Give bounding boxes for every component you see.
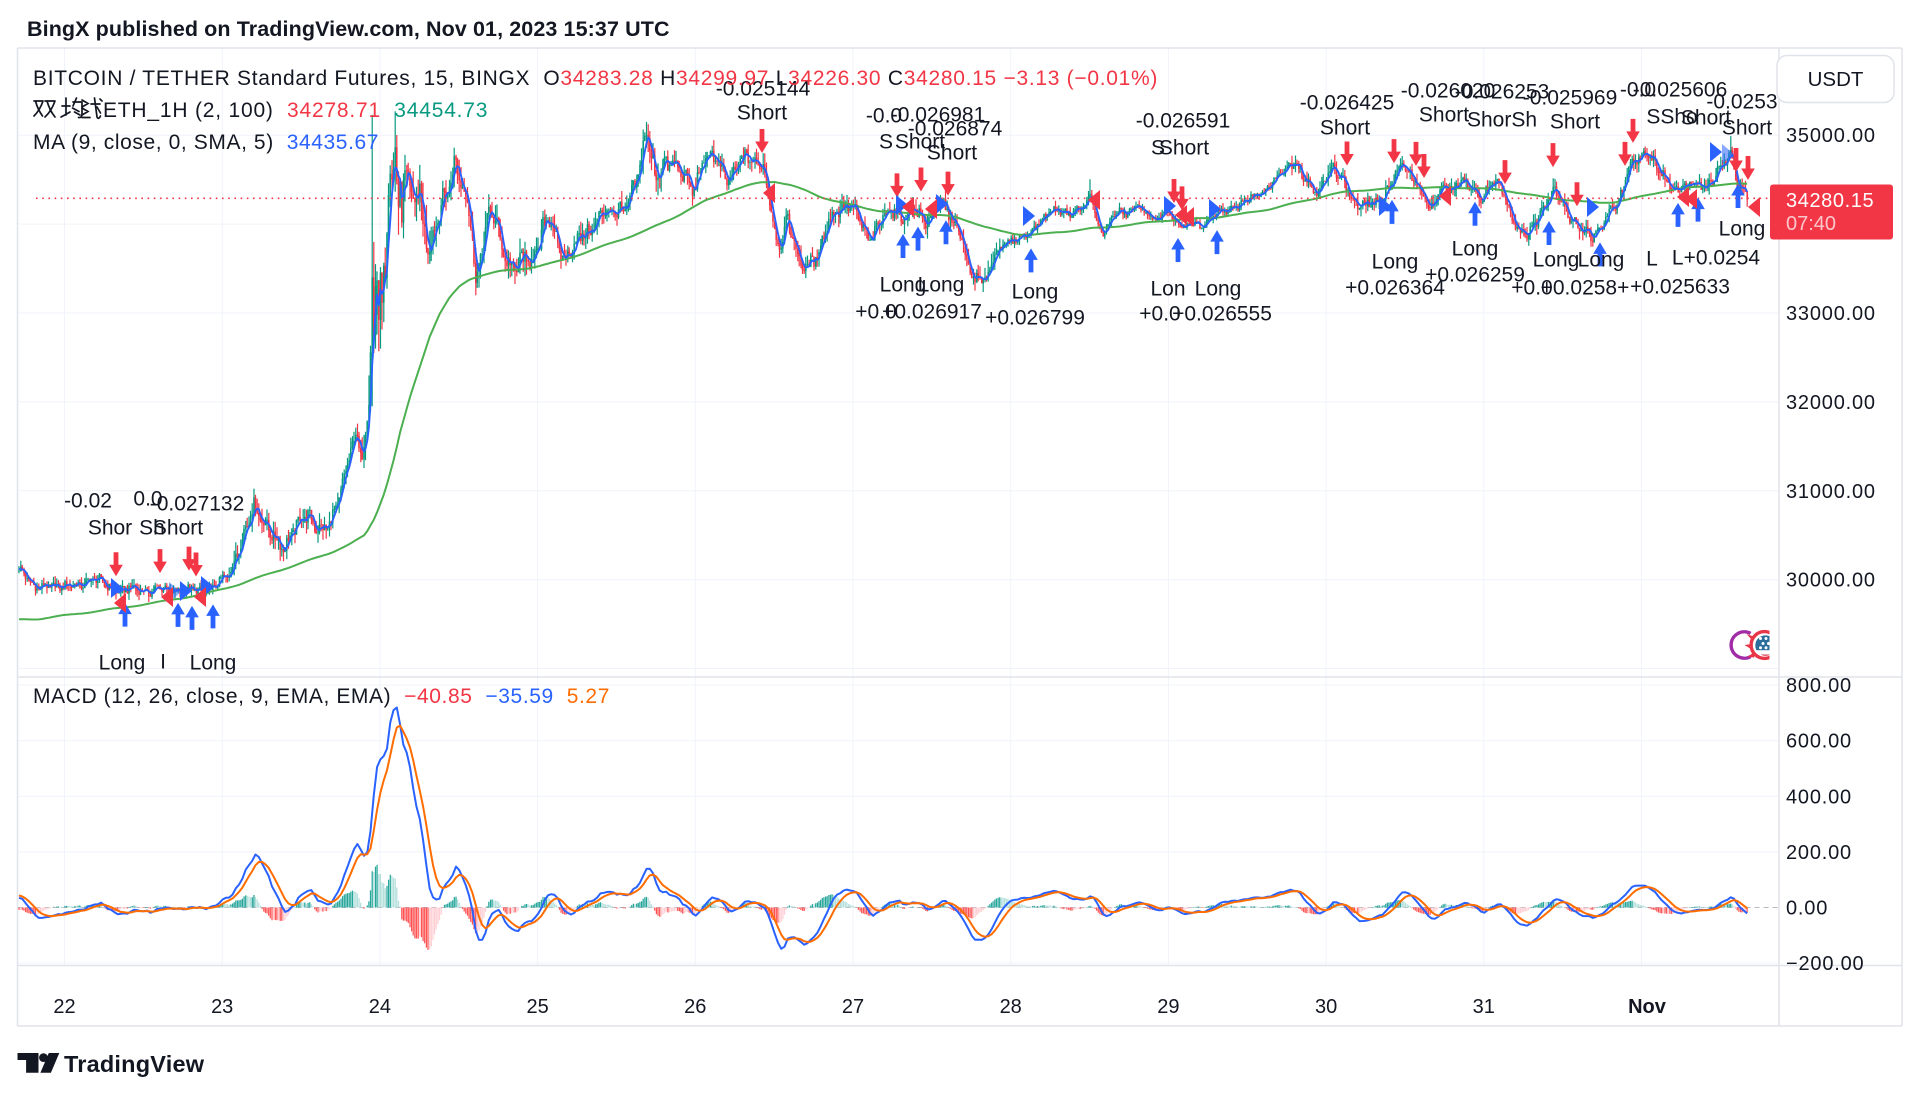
svg-text:SSho: SSho — [1646, 106, 1697, 129]
svg-text:USDT: USDT — [1808, 68, 1864, 91]
svg-text:BingX published on TradingView: BingX published on TradingView.com, Nov … — [27, 17, 670, 41]
svg-text:Long: Long — [1719, 218, 1766, 241]
svg-text:30000.00: 30000.00 — [1786, 570, 1876, 592]
svg-text:Long: Long — [918, 274, 965, 297]
svg-text:Short: Short — [737, 102, 787, 125]
svg-text:+0.026917: +0.026917 — [882, 301, 982, 324]
svg-text:-0.026591: -0.026591 — [1136, 110, 1231, 133]
svg-text:-0.026253: -0.026253 — [1455, 81, 1550, 104]
svg-text:+0.0: +0.0 — [1511, 277, 1552, 300]
svg-text:800.00: 800.00 — [1786, 675, 1852, 697]
svg-text:Short: Short — [1550, 111, 1600, 134]
svg-text:S: S — [879, 131, 893, 154]
svg-text:Long: Long — [1578, 249, 1625, 272]
svg-text:L+0.0254: L+0.0254 — [1672, 247, 1760, 270]
svg-text:BITCOIN / TETHER Standard Futu: BITCOIN / TETHER Standard Futures, 15, B… — [33, 67, 1158, 90]
svg-text:+0.026259: +0.026259 — [1425, 264, 1525, 287]
svg-text:Long: Long — [190, 652, 237, 675]
svg-text:27: 27 — [842, 996, 864, 1018]
svg-text:Sh: Sh — [139, 517, 165, 540]
svg-text:25: 25 — [526, 996, 548, 1018]
svg-text:Short: Short — [1722, 117, 1772, 140]
svg-text:-0.0: -0.0 — [866, 105, 902, 128]
svg-text:30: 30 — [1315, 996, 1337, 1018]
svg-text:Short: Short — [153, 517, 203, 540]
svg-text:+0.0258+: +0.0258+ — [1541, 277, 1630, 300]
svg-text:+0.026364: +0.026364 — [1345, 277, 1445, 300]
svg-text:22: 22 — [53, 996, 75, 1018]
svg-text:L: L — [1646, 248, 1658, 271]
svg-text:0.00: 0.00 — [1786, 898, 1828, 920]
svg-text:-0.025969: -0.025969 — [1523, 87, 1618, 110]
svg-text:-0.025144: -0.025144 — [716, 78, 811, 101]
svg-text:-0.027132: -0.027132 — [150, 493, 245, 516]
svg-text:TradingView: TradingView — [64, 1051, 205, 1077]
svg-text:Short: Short — [927, 142, 977, 165]
svg-text:ETH_1H (2, 100) 34278.71 344: ETH_1H (2, 100) 34278.71 34454.73 — [103, 99, 488, 122]
svg-text:23: 23 — [211, 996, 233, 1018]
svg-text:Long: Long — [1452, 238, 1499, 261]
svg-text:-0.026874: -0.026874 — [908, 118, 1003, 141]
svg-text:Nov: Nov — [1628, 996, 1667, 1018]
svg-text:Long: Long — [1533, 249, 1580, 272]
svg-text:Lon: Lon — [1150, 278, 1185, 301]
svg-text:+0.025633: +0.025633 — [1630, 276, 1730, 299]
svg-text:Long: Long — [99, 652, 146, 675]
svg-text:31000.00: 31000.00 — [1786, 481, 1876, 503]
svg-text:33000.00: 33000.00 — [1786, 303, 1876, 325]
svg-text:200.00: 200.00 — [1786, 842, 1852, 864]
svg-text:Short: Short — [895, 131, 945, 154]
svg-text:Long: Long — [1195, 278, 1242, 301]
svg-text:-0.0: -0.0 — [1620, 79, 1656, 102]
svg-text:0.0: 0.0 — [133, 488, 162, 511]
svg-text:600.00: 600.00 — [1786, 731, 1852, 753]
svg-text:I: I — [160, 651, 166, 674]
svg-text:32000.00: 32000.00 — [1786, 392, 1876, 414]
svg-text:-0.02: -0.02 — [64, 490, 112, 513]
svg-text:-0.026425: -0.026425 — [1300, 92, 1395, 115]
svg-text:Short: Short — [1419, 104, 1469, 127]
svg-text:-0.025606: -0.025606 — [1633, 79, 1728, 102]
svg-text:+0.026555: +0.026555 — [1172, 303, 1272, 326]
svg-text:400.00: 400.00 — [1786, 786, 1852, 808]
svg-text:Long: Long — [1372, 251, 1419, 274]
svg-text:29: 29 — [1157, 996, 1179, 1018]
svg-text:26: 26 — [684, 996, 706, 1018]
svg-text:MACD (12, 26, close, 9, EMA, E: MACD (12, 26, close, 9, EMA, EMA) −40.85… — [33, 685, 610, 708]
svg-text:28: 28 — [1000, 996, 1022, 1018]
svg-text:07:40: 07:40 — [1786, 213, 1836, 235]
svg-text:−200.00: −200.00 — [1786, 953, 1864, 975]
svg-text:34280.15: 34280.15 — [1786, 190, 1874, 212]
svg-text:-0.026981: -0.026981 — [891, 104, 986, 127]
svg-text:+0.026799: +0.026799 — [985, 307, 1085, 330]
svg-text:Shor: Shor — [88, 517, 132, 540]
svg-text:+0.0: +0.0 — [855, 301, 896, 324]
svg-text:ShorSh: ShorSh — [1467, 109, 1537, 132]
svg-text:Short: Short — [1681, 107, 1731, 130]
svg-text:Long: Long — [880, 274, 927, 297]
svg-text:Short: Short — [1159, 137, 1209, 160]
svg-text:Short: Short — [1320, 117, 1370, 140]
svg-text:-0.0253: -0.0253 — [1706, 91, 1777, 114]
svg-text:MA (9, close, 0, SMA, 5) 3443: MA (9, close, 0, SMA, 5) 34435.67 — [33, 131, 379, 154]
svg-text:24: 24 — [369, 996, 391, 1018]
svg-text:31: 31 — [1473, 996, 1495, 1018]
svg-text:35000.00: 35000.00 — [1786, 125, 1876, 147]
svg-text:+0.0: +0.0 — [1139, 303, 1180, 326]
svg-text:-0.026020: -0.026020 — [1401, 80, 1496, 103]
svg-text:S: S — [1151, 137, 1165, 160]
svg-text:Long: Long — [1012, 281, 1059, 304]
